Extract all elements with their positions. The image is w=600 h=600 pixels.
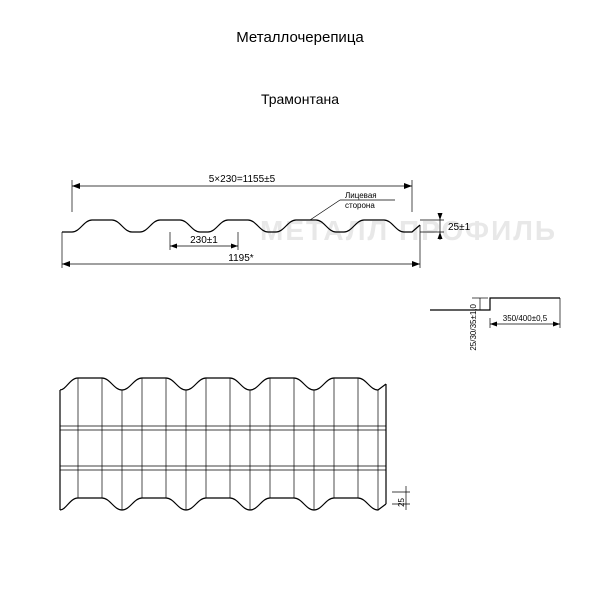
step-horiz-label: 350/400±0,5 [503, 314, 548, 323]
iso-panel: 25 [60, 378, 410, 510]
height-label: 25±1 [448, 222, 471, 233]
technical-diagram: 5×230=1155±5 230±1 Лицевая сторона 1195* [0, 170, 600, 550]
cover-width-label: 1195* [228, 253, 254, 264]
dim-height: 25±1 [420, 213, 471, 240]
step-vert-label: 25/30/35±1,0 [469, 303, 478, 350]
dim-pitch: 230±1 [170, 232, 238, 250]
iso-height-label: 25 [397, 497, 406, 506]
dim-cover-width: 1195* [62, 225, 420, 268]
face-side-leader: Лицевая сторона [310, 191, 395, 220]
title-sub: Трамонтана [0, 91, 600, 107]
overall-width-label: 5×230=1155±5 [209, 174, 276, 185]
pitch-label: 230±1 [190, 235, 218, 246]
face-side-label-line2: сторона [345, 201, 375, 210]
title-main: Металлочерепица [0, 29, 600, 46]
step-detail: 25/30/35±1,0 350/400±0,5 [430, 298, 560, 351]
profile-cross-section [62, 220, 420, 232]
face-side-label-line1: Лицевая [345, 191, 377, 200]
